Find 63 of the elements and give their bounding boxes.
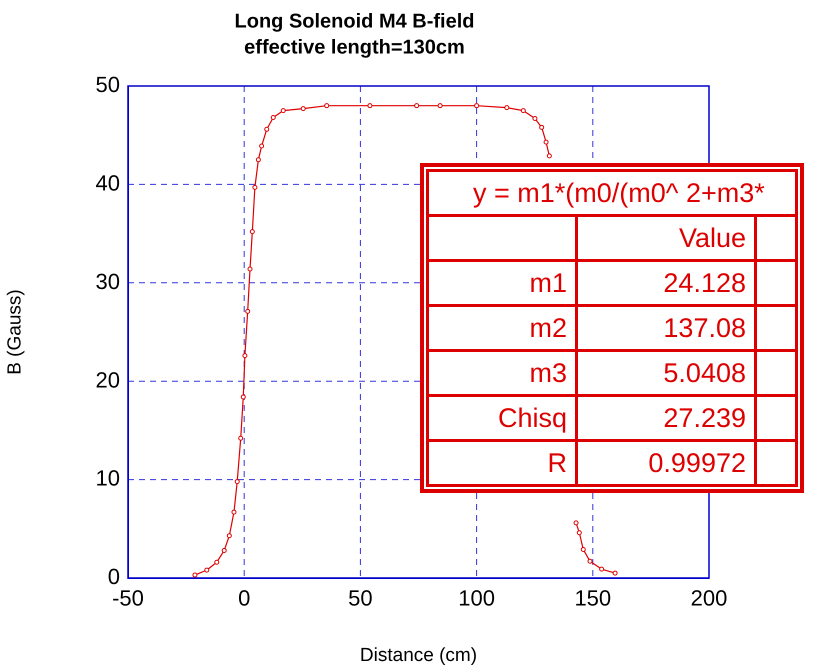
point [367, 103, 372, 108]
y-axis-title: B (Gauss) [4, 289, 26, 375]
x-tick-label: 100 [458, 585, 495, 610]
point [240, 394, 246, 400]
x-tick-label: 50 [348, 585, 373, 610]
x-axis-title: Distance (cm) [360, 644, 478, 666]
y-tick-label: 10 [96, 466, 120, 491]
annotation: R [428, 440, 576, 486]
point [544, 140, 549, 145]
annotation: 137.08 [576, 306, 756, 350]
y-tick-label: 50 [96, 72, 120, 98]
point [231, 510, 236, 515]
point [532, 116, 538, 121]
point [259, 144, 264, 149]
point [574, 520, 579, 526]
point [504, 105, 510, 110]
point [204, 568, 210, 573]
point [438, 103, 443, 108]
point [238, 436, 244, 441]
chart-title: Long Solenoid M4 B-field [234, 10, 474, 33]
x-tick-label: 0 [238, 585, 250, 610]
point [222, 548, 227, 553]
point [245, 308, 250, 314]
point [580, 546, 586, 552]
annotation: Chisq [428, 396, 576, 440]
point [250, 229, 255, 234]
point [270, 114, 276, 120]
point [539, 124, 544, 130]
point [264, 126, 270, 132]
point [242, 353, 248, 358]
point [248, 266, 253, 272]
annotation: 27.239 [576, 396, 756, 440]
annotation: 24.128 [576, 260, 756, 306]
point [520, 108, 526, 114]
point [474, 103, 480, 108]
point [588, 558, 593, 564]
point [252, 184, 258, 190]
point [576, 530, 582, 536]
chart-subtitle: effective length=130cm [244, 36, 465, 59]
point [324, 103, 330, 108]
annotation: y = m1*(m0/(m0^ 2+m3* [428, 170, 796, 216]
x-tick-label: 200 [690, 585, 728, 610]
point [414, 103, 420, 108]
y-tick-label: 30 [96, 268, 120, 294]
x-tick-label: 150 [574, 585, 612, 610]
point [300, 106, 306, 112]
point [214, 560, 220, 565]
annotation: 0.99972 [576, 440, 756, 486]
point [226, 533, 232, 538]
point [256, 157, 261, 162]
point [192, 572, 198, 578]
y-tick-label: 20 [96, 367, 120, 392]
annotation: m2 [428, 306, 576, 350]
annotation: 5.0408 [576, 350, 756, 396]
annotation: m1 [428, 260, 576, 306]
point [612, 570, 618, 576]
point [546, 153, 552, 158]
point [234, 479, 240, 484]
point [599, 566, 604, 572]
y-tick-label: 40 [96, 170, 120, 196]
point [280, 108, 286, 114]
annotation: m3 [428, 350, 576, 396]
annotation: Value [576, 216, 756, 260]
